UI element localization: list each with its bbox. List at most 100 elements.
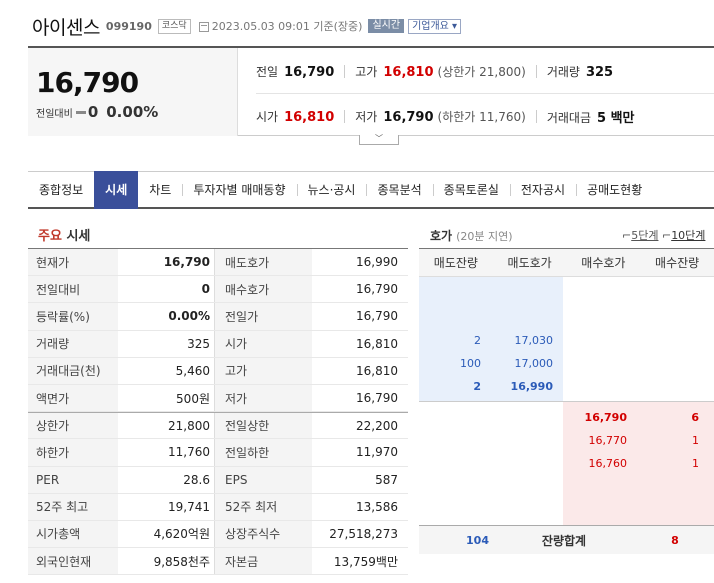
tab-investor-trends[interactable]: 투자자별 매매동향 [182,172,296,208]
orderbook-title-text: 호가 [430,229,453,243]
table-cell-label: 하한가 [28,439,118,466]
market-badge: 코스닥 [157,18,191,34]
table-cell-label: 전일가 [214,303,312,330]
trade-amount: 거래대금 5 백만 [547,107,635,126]
table-cell-label: 전일상한 [214,413,312,439]
section-title-rest: 시세 [61,229,91,244]
high-label: 고가 [355,65,378,79]
flat-change-icon [75,110,86,114]
header-bid-qty: 매수잔량 [655,256,700,270]
stock-code: 099190 [105,19,152,33]
table-row: PER 28.6 EPS 587 [28,466,408,494]
low-label: 저가 [355,109,378,124]
tab-discussion[interactable]: 종목토론실 [432,172,510,208]
header-bid-price: 매수호가 [581,256,626,270]
tab-short-selling[interactable]: 공매도현황 [576,172,653,208]
section-title-highlight: 주요 [38,229,62,244]
bid-price: 16,760 [588,457,628,470]
tab-disclosure[interactable]: 전자공시 [509,172,576,208]
summary-row-1: 전일 16,790 고가 16,810 (상한가 21,800) 거래량 325 [256,50,714,94]
open-value: 16,810 [284,109,335,125]
table-row: 시가총액 4,620억원 상장주식수 27,518,273 [28,520,408,549]
depth-10-link[interactable]: 10단계 [671,229,706,242]
table-cell-value: 11,760 [168,445,210,460]
table-cell-label: 매수호가 [214,276,312,303]
bid-zone [563,401,714,525]
table-cell-label: PER [28,466,118,493]
header-ask-qty: 매도잔량 [433,256,478,270]
open-price: 시가 16,810 [256,108,334,125]
change-label: 전일대비 [36,108,73,120]
table-cell-label: 52주 최저 [214,493,312,520]
orderbook-header: 매도잔량 매도호가 매수호가 매수잔량 [419,249,714,277]
section-title: 주요 시세 [38,225,90,244]
bid-row: 16,760 1 [419,452,714,475]
calendar-icon [198,22,209,32]
amount-label: 거래대금 [546,110,591,125]
table-row: 거래량 325 시가 16,810 [28,330,408,358]
table-row: 현재가 16,790 매도호가 16,990 [28,249,408,277]
table-cell-label: 시가 [214,330,312,357]
table-cell-value: 4,620억원 [153,527,210,542]
ask-price: 17,000 [514,357,554,370]
table-cell-value: 11,970 [356,445,398,460]
total-bid-qty: 8 [671,533,679,547]
table-row: 외국인현재 9,858천주 자본금 13,759백만 [28,548,408,576]
divider [535,109,537,123]
header-ask-price: 매도호가 [507,256,552,270]
upper-limit: (상한가 21,800) [437,65,526,79]
ask-row: 100 17,000 [419,352,714,375]
tab-analysis[interactable]: 종목분석 [366,172,432,208]
table-row: 전일대비 0 매수호가 16,790 [28,276,408,304]
table-cell-value: 587 [375,472,398,487]
table-cell-label: 저가 [214,384,312,412]
tab-quotes[interactable]: 시세 [94,170,139,209]
orderbook-table: 매도잔량 매도호가 매수호가 매수잔량 104 잔량합계 8 2 17,030 10… [419,248,714,554]
tab-news[interactable]: 뉴스·공시 [296,172,367,208]
expand-chevron-icon[interactable]: ﹀ [359,135,399,145]
ask-qty: 2 [473,380,481,393]
summary-row-2: 시가 16,810 저가 16,790 (하한가 11,760) 거래대금 5 … [256,94,714,138]
table-cell-label: 매도호가 [214,249,312,276]
bid-price: 16,770 [588,434,628,447]
bid-price: 16,790 [584,411,627,424]
realtime-button[interactable]: 실시간 [368,19,405,33]
table-cell-value: 0.00% [168,309,210,324]
volume-label: 거래량 [546,65,580,79]
company-info-dropdown[interactable]: 기업개요 ▾ [408,18,462,34]
ask-qty: 2 [474,334,481,347]
bid-qty: 1 [692,457,699,470]
table-cell-label: 상장주식수 [214,520,312,548]
table-cell-value: 16,790 [356,282,398,297]
orderbook-title: 호가 (20분 지연) [430,227,513,244]
low-price: 저가 16,790 (하한가 11,760) [355,108,526,125]
quote-time: 2023.05.03 09:01 기준(장중) [211,20,363,33]
ask-row: 2 16,990 [419,375,714,398]
table-cell-label: 고가 [214,357,312,384]
stock-header: 아이센스 099190 코스닥 2023.05.03 09:01 기준(장중) … [32,14,462,39]
change-value: 0 [87,103,99,121]
table-cell-label: 상한가 [28,413,118,439]
depth-5-link[interactable]: 5단계 [631,229,659,242]
table-cell-value: 16,790 [356,309,398,324]
table-cell-value: 16,790 [163,255,210,270]
change-percent: 0.00% [106,103,159,121]
tab-overview[interactable]: 종합정보 [39,183,84,197]
total-label: 잔량합계 [541,533,587,548]
table-row: 하한가 11,760 전일하한 11,970 [28,439,408,467]
table-cell-label: 전일하한 [214,439,312,466]
table-row: 상한가 21,800 전일상한 22,200 [28,412,408,440]
current-price-box: 16,790 전일대비 0 0.00% [28,48,238,136]
table-row: 액면가 500원 저가 16,790 [28,384,408,413]
stock-name: 아이센스 [32,16,100,39]
prev-close-label: 전일 [256,65,279,79]
open-label: 시가 [256,109,279,124]
ask-zone [419,277,563,401]
table-cell-value: 16,790 [356,391,398,406]
bid-qty: 1 [692,434,699,447]
volume-value: 325 [585,65,614,80]
tab-chart[interactable]: 차트 [149,183,172,197]
table-cell-label: 외국인현재 [28,548,118,575]
table-cell-value: 16,810 [356,336,398,351]
market-data-table: 현재가 16,790 매도호가 16,990 전일대비 0 매수호가 16,790 등락률(%)… [28,248,408,576]
